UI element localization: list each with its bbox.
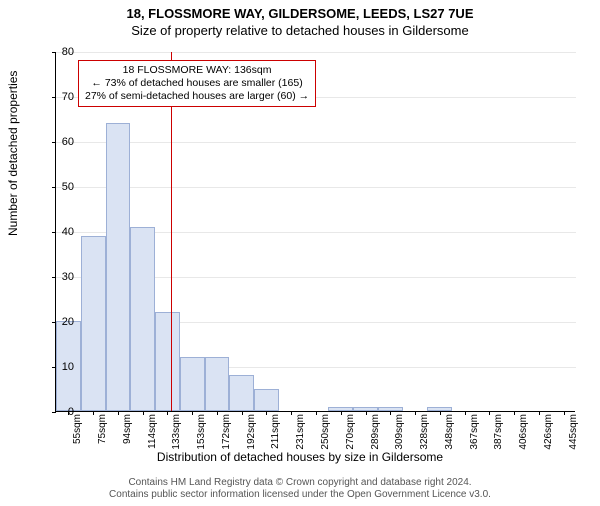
xtick-mark (514, 411, 515, 415)
ytick-label: 70 (44, 91, 74, 103)
xtick-label: 270sqm (345, 414, 356, 450)
page-title-address: 18, FLOSSMORE WAY, GILDERSOME, LEEDS, LS… (0, 6, 600, 21)
histogram-bar (155, 312, 180, 411)
xtick-mark (489, 411, 490, 415)
ytick-label: 0 (44, 406, 74, 418)
xtick-label: 211sqm (270, 414, 281, 449)
footer-line1: Contains HM Land Registry data © Crown c… (0, 477, 600, 489)
ytick-label: 50 (44, 181, 74, 193)
xtick-label: 114sqm (147, 414, 158, 449)
xtick-mark (415, 411, 416, 415)
footer-line2: Contains public sector information licen… (0, 489, 600, 501)
histogram-bar (180, 357, 205, 411)
xtick-mark (266, 411, 267, 415)
annotation-line2: ← 73% of detached houses are smaller (16… (85, 77, 309, 90)
histogram-bar (254, 389, 279, 412)
xtick-mark (539, 411, 540, 415)
chart-area: 55sqm75sqm94sqm114sqm133sqm153sqm172sqm1… (55, 52, 575, 412)
plot-region: 55sqm75sqm94sqm114sqm133sqm153sqm172sqm1… (55, 52, 575, 412)
xtick-mark (341, 411, 342, 415)
xtick-mark (440, 411, 441, 415)
xtick-mark (192, 411, 193, 415)
xtick-label: 406sqm (518, 414, 529, 450)
xtick-mark (316, 411, 317, 415)
ytick-label: 80 (44, 46, 74, 58)
xtick-label: 75sqm (97, 414, 108, 444)
xtick-mark (143, 411, 144, 415)
xtick-label: 328sqm (419, 414, 430, 450)
histogram-bar (81, 236, 106, 412)
xtick-label: 426sqm (543, 414, 554, 450)
footer-attribution: Contains HM Land Registry data © Crown c… (0, 477, 600, 500)
xtick-label: 133sqm (171, 414, 182, 450)
xtick-mark (167, 411, 168, 415)
xtick-label: 387sqm (493, 414, 504, 450)
histogram-bar (106, 123, 131, 411)
xtick-mark (242, 411, 243, 415)
xtick-label: 289sqm (370, 414, 381, 450)
y-axis-label: Number of detached properties (6, 71, 20, 236)
histogram-bar (130, 227, 155, 412)
xtick-label: 192sqm (246, 414, 257, 450)
ytick-label: 20 (44, 316, 74, 328)
annotation-box: 18 FLOSSMORE WAY: 136sqm← 73% of detache… (78, 60, 316, 107)
xtick-label: 153sqm (196, 414, 207, 450)
ytick-label: 30 (44, 271, 74, 283)
grid-line (56, 187, 576, 188)
xtick-label: 445sqm (568, 414, 579, 450)
xtick-label: 55sqm (72, 414, 83, 444)
grid-line (56, 142, 576, 143)
xtick-label: 94sqm (122, 414, 133, 444)
ytick-label: 60 (44, 136, 74, 148)
histogram-bar (229, 375, 254, 411)
xtick-mark (93, 411, 94, 415)
xtick-label: 172sqm (221, 414, 232, 450)
xtick-mark (291, 411, 292, 415)
x-axis-label: Distribution of detached houses by size … (0, 450, 600, 464)
grid-line (56, 52, 576, 53)
xtick-mark (366, 411, 367, 415)
xtick-mark (564, 411, 565, 415)
xtick-mark (465, 411, 466, 415)
xtick-mark (390, 411, 391, 415)
xtick-label: 309sqm (394, 414, 405, 450)
xtick-label: 250sqm (320, 414, 331, 450)
histogram-bar (205, 357, 230, 411)
annotation-line1: 18 FLOSSMORE WAY: 136sqm (85, 64, 309, 77)
xtick-label: 367sqm (469, 414, 480, 450)
annotation-line3: 27% of semi-detached houses are larger (… (85, 90, 309, 103)
ytick-label: 40 (44, 226, 74, 238)
xtick-label: 231sqm (295, 414, 306, 450)
xtick-mark (217, 411, 218, 415)
ytick-label: 10 (44, 361, 74, 373)
page-title-subtitle: Size of property relative to detached ho… (0, 23, 600, 38)
xtick-label: 348sqm (444, 414, 455, 450)
xtick-mark (118, 411, 119, 415)
